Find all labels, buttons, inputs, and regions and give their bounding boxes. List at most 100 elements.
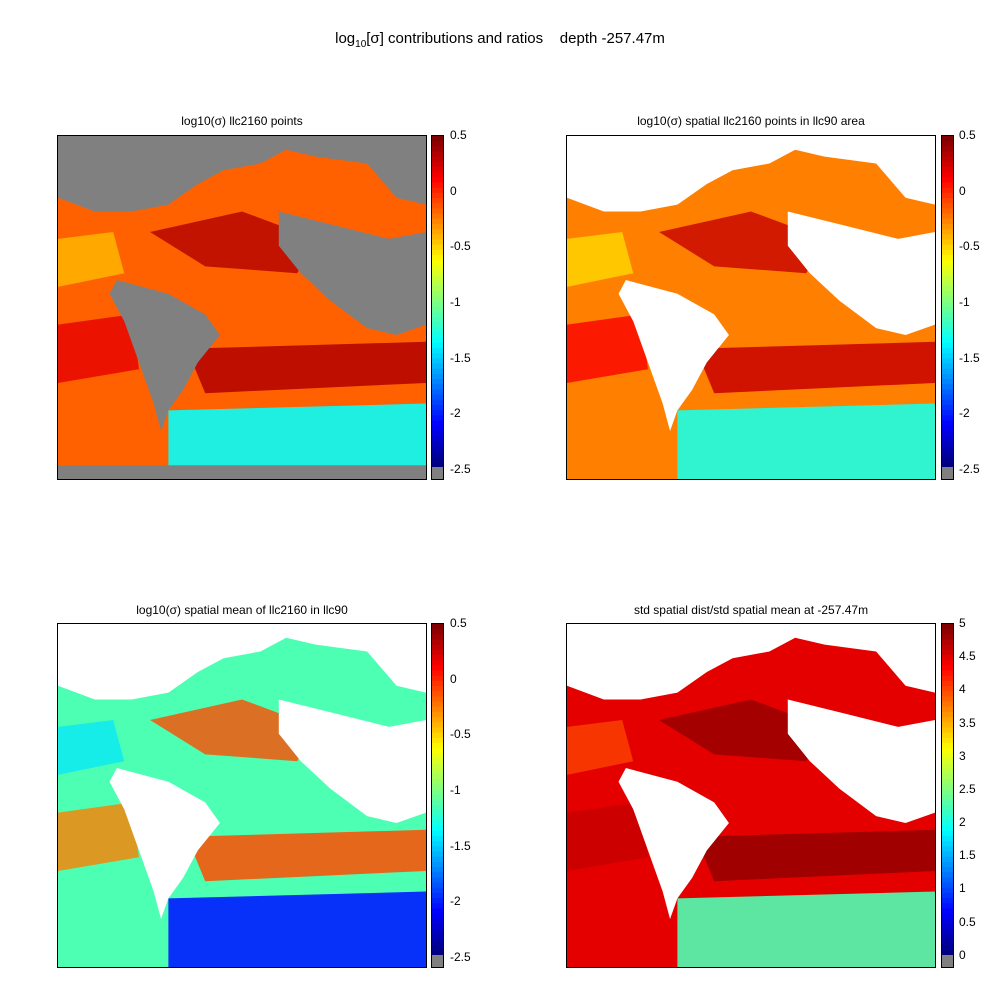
land-mass-2: [567, 624, 634, 679]
panel-1-colorbar: [431, 135, 444, 480]
colorbar-swatch: [942, 727, 953, 734]
colorbar-swatch: [432, 763, 443, 770]
colorbar-swatch: [432, 680, 443, 687]
colorbar-swatch: [432, 353, 443, 359]
colorbar-swatch: [942, 223, 953, 230]
colorbar-swatch: [942, 861, 953, 868]
colorbar-swatch: [432, 441, 443, 447]
colorbar-tick-label: 0.5: [959, 128, 976, 142]
colorbar-swatch: [942, 722, 953, 729]
colorbar-swatch: [942, 342, 953, 349]
southern-front-region: [695, 829, 935, 882]
colorbar-swatch: [942, 898, 953, 904]
colorbar-swatch: [432, 151, 443, 158]
colorbar-swatch: [942, 239, 953, 246]
colorbar-swatch: [432, 229, 443, 235]
colorbar-swatch: [432, 379, 443, 385]
colorbar-swatch: [942, 717, 953, 723]
colorbar-swatch: [432, 435, 443, 442]
colorbar-swatch: [942, 332, 953, 339]
colorbar-swatch: [432, 768, 443, 775]
colorbar-swatch: [942, 136, 953, 142]
colorbar-swatch: [942, 301, 953, 308]
colorbar-swatch: [432, 742, 443, 749]
colorbar-swatch: [432, 706, 443, 713]
colorbar-tick-label: 2: [959, 815, 966, 830]
colorbar-swatch: [432, 156, 443, 163]
colorbar-swatch: [942, 404, 953, 411]
southern-front-region: [695, 341, 935, 394]
figure-title-subscript: 10: [355, 39, 367, 50]
colorbar-swatch: [942, 270, 953, 277]
colorbar-swatch: [942, 773, 953, 780]
colorbar-tick-label: 0: [959, 947, 966, 962]
colorbar-swatch: [942, 368, 953, 375]
colorbar-swatch: [432, 830, 443, 837]
colorbar-tick-label: 2.5: [959, 781, 976, 796]
colorbar-swatch: [942, 748, 953, 754]
colorbar-tick-label: 0: [450, 671, 457, 686]
colorbar-swatch: [942, 892, 953, 899]
colorbar-tick-label: -1: [450, 294, 461, 309]
colorbar-swatch: [942, 254, 953, 261]
colorbar-tick-label: -1.5: [959, 350, 980, 365]
colorbar-swatch: [942, 192, 953, 199]
colorbar-tick-label: -2: [450, 406, 461, 421]
land-mass-2: [567, 136, 634, 191]
colorbar-swatch: [432, 732, 443, 739]
colorbar-swatch: [432, 686, 443, 692]
colorbar-swatch: [432, 213, 443, 220]
colorbar-swatch: [942, 182, 953, 189]
colorbar-swatch: [942, 146, 953, 153]
colorbar-swatch: [432, 265, 443, 272]
southern-ocean-region: [168, 403, 426, 479]
figure-title-prefix: log: [335, 30, 356, 47]
colorbar-swatch: [942, 949, 953, 956]
colorbar-swatch: [942, 794, 953, 801]
colorbar-swatch: [942, 306, 953, 313]
colorbar-swatch: [432, 270, 443, 277]
colorbar-swatch: [432, 420, 443, 427]
land-mass-1: [567, 136, 935, 212]
colorbar-swatch: [942, 768, 953, 775]
colorbar-swatch: [432, 146, 443, 153]
colorbar-swatch: [432, 820, 443, 827]
colorbar-tick-label: -1: [450, 782, 461, 797]
land-mass-1: [567, 624, 935, 700]
colorbar-swatch: [432, 373, 443, 380]
colorbar-swatch: [942, 867, 953, 873]
land-mass-3: [278, 211, 426, 335]
colorbar-swatch: [432, 856, 443, 863]
colorbar-swatch: [432, 234, 443, 241]
colorbar-tick-label: -1.5: [450, 350, 471, 365]
colorbar-swatch: [942, 784, 953, 791]
colorbar-swatch: [432, 867, 443, 873]
colorbar-tick-label: -0.5: [450, 239, 471, 254]
colorbar-swatch: [432, 177, 443, 184]
colorbar-swatch: [942, 348, 953, 354]
figure-title-depth: depth -257.47m: [559, 30, 665, 47]
colorbar-swatch: [942, 430, 953, 437]
colorbar-swatch: [942, 877, 953, 884]
colorbar-swatch: [942, 836, 953, 842]
colorbar-swatch: [432, 655, 443, 661]
colorbar-swatch: [942, 161, 953, 168]
colorbar-swatch: [432, 753, 443, 760]
colorbar-swatch: [432, 789, 443, 796]
colorbar-swatch: [432, 198, 443, 204]
colorbar-swatch: [432, 923, 443, 930]
colorbar-swatch: [432, 348, 443, 354]
colorbar-swatch: [942, 758, 953, 765]
colorbar-swatch: [942, 337, 953, 344]
colorbar-swatch: [942, 789, 953, 796]
colorbar-swatch: [432, 280, 443, 287]
colorbar-swatch: [432, 701, 443, 708]
colorbar-swatch: [942, 934, 953, 941]
colorbar-swatch: [942, 846, 953, 853]
colorbar-land-swatch: [432, 955, 443, 967]
southern-front-region: [186, 341, 426, 394]
colorbar-tick-label: 3.5: [959, 715, 976, 730]
colorbar-tick-label: -0.5: [959, 239, 980, 254]
colorbar-swatch: [942, 141, 953, 147]
colorbar-swatch: [942, 327, 953, 334]
